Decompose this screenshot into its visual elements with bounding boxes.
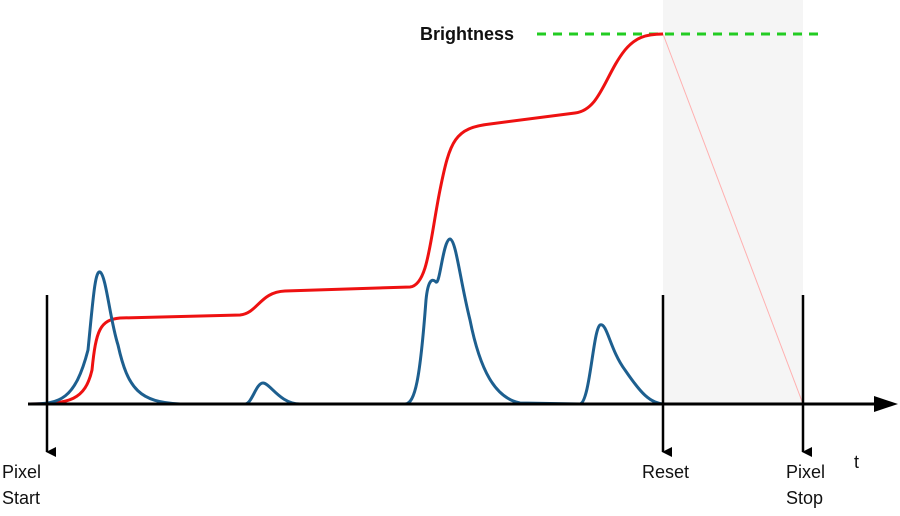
shaded-region — [663, 0, 803, 404]
axis-arrowhead — [874, 396, 898, 412]
marker-label: Start — [2, 488, 40, 508]
decay-line — [662, 33, 804, 405]
marker-label: Stop — [786, 488, 823, 508]
brightness-label: Brightness — [420, 24, 514, 44]
marker-label: Reset — [642, 462, 689, 482]
marker-label: Pixel — [786, 462, 825, 482]
marker-label: Pixel — [2, 462, 41, 482]
axis-label: t — [854, 452, 859, 472]
brightness-curve — [29, 32, 664, 406]
intensity-curve — [29, 237, 666, 406]
